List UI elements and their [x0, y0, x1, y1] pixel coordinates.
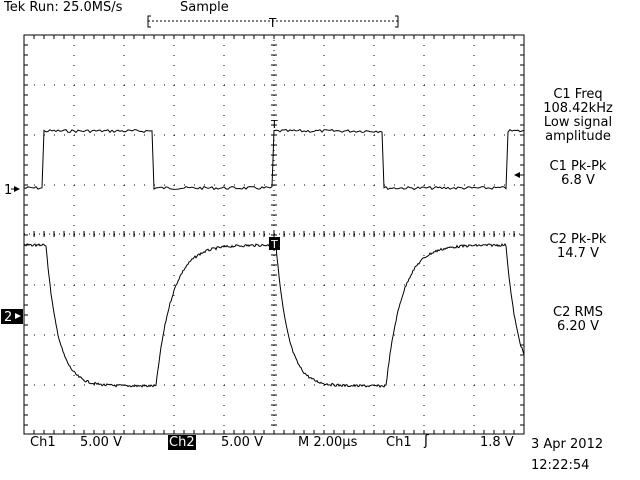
measurement-label: C1 Pk-Pk [549, 159, 607, 174]
trigger-level-marker: T [270, 118, 278, 131]
graticule [23, 34, 525, 435]
ch2-scale: 5.00 V [221, 435, 263, 450]
ch1-scale: 5.00 V [80, 435, 122, 450]
measurement-c1-pkpk: C1 Pk-Pk 6.8 V [532, 160, 624, 188]
measurement-c2-pkpk: C2 Pk-Pk 14.7 V [532, 233, 624, 261]
ch2-label: Ch2 [168, 435, 196, 450]
measurement-label: C2 Pk-Pk [549, 232, 607, 247]
measurement-label: C2 RMS [553, 305, 603, 320]
trigger-point-box [269, 237, 280, 250]
record-trigger-marker: T [268, 16, 277, 30]
acquisition-mode: Sample [180, 0, 229, 15]
ch2-ground-marker: 2 [4, 310, 12, 325]
ch1-label: Ch1 [30, 435, 56, 450]
measurement-value: 6.8 V [561, 173, 595, 188]
measurement-c1-freq: C1 Freq 108.42kHz Low signal amplitude [532, 88, 624, 144]
measurement-value: 14.7 V [557, 246, 599, 261]
trigger-source: Ch1 [386, 435, 412, 450]
measurement-note: amplitude [545, 129, 611, 144]
trigger-level-arrow-icon [514, 172, 520, 178]
time: 12:22:54 [531, 458, 590, 473]
acquisition-status: Tek Run: 25.0MS/s [4, 0, 123, 15]
measurement-label: C1 Freq [553, 87, 603, 102]
record-bracket [147, 15, 399, 28]
ch1-ground-marker: 1 [4, 183, 12, 198]
ch2-marker-box [1, 309, 23, 324]
date: 3 Apr 2012 [531, 437, 604, 452]
trigger-point-marker: T [270, 238, 278, 251]
ch1-waveform [23, 128, 525, 191]
measurement-c2-rms: C2 RMS 6.20 V [532, 306, 624, 334]
trigger-slope-icon: ʃ [424, 433, 429, 449]
ch1-arrow-icon [14, 186, 20, 192]
measurement-value: 108.42kHz [543, 101, 613, 116]
trigger-level: 1.8 V [480, 435, 514, 450]
measurement-note: Low signal [543, 115, 613, 130]
timebase: M 2.00µs [298, 435, 358, 450]
measurement-value: 6.20 V [557, 319, 599, 334]
ch2-arrow-icon [15, 313, 21, 319]
